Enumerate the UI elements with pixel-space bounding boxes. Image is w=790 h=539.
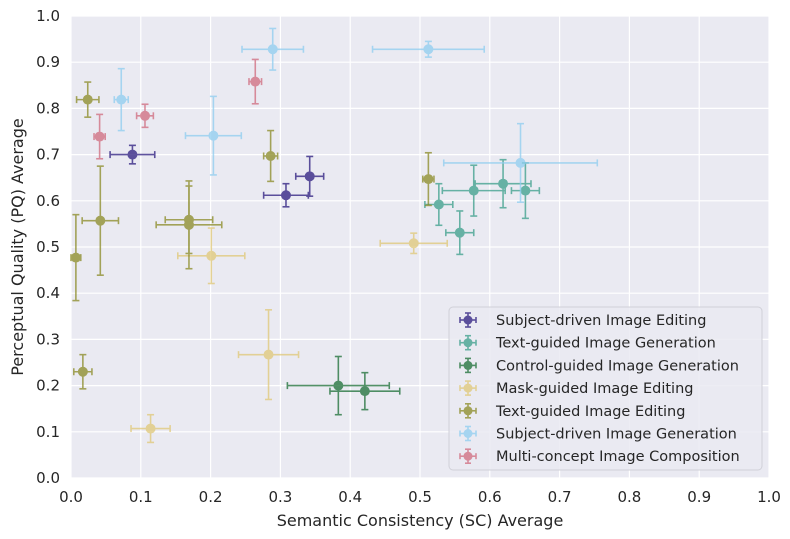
legend-dot: [463, 338, 473, 348]
y-axis-label: Perceptual Quality (PQ) Average: [8, 118, 27, 375]
x-tick-label: 0.8: [617, 488, 641, 506]
legend-label: Text-guided Image Generation: [495, 336, 716, 352]
data-point: [139, 110, 150, 121]
x-tick-label: 0.1: [129, 488, 153, 506]
legend-dot: [463, 406, 473, 416]
series-4: [70, 81, 435, 390]
data-point: [206, 250, 217, 261]
legend-marker: [459, 380, 477, 396]
legend-box: [448, 306, 763, 471]
legend-label: Control-guided Image Generation: [496, 358, 739, 374]
data-points: [70, 27, 599, 444]
y-tick-label: 0.9: [36, 53, 60, 71]
data-point: [95, 215, 106, 226]
data-point: [94, 131, 105, 142]
legend-dot: [463, 451, 473, 461]
y-tick-label: 0.8: [36, 99, 60, 117]
y-tick-label: 0.1: [36, 423, 60, 441]
data-point: [454, 227, 465, 238]
data-point: [127, 149, 138, 160]
series-6: [93, 58, 263, 160]
x-tick-label: 1.0: [757, 488, 781, 506]
legend-marker: [459, 357, 477, 374]
data-point: [267, 44, 278, 55]
data-point: [359, 386, 370, 397]
x-tick-label: 0.0: [59, 488, 83, 506]
legend-label: Mask-guided Image Editing: [496, 381, 693, 397]
legend-dot: [463, 429, 473, 438]
data-point: [82, 94, 93, 105]
data-point: [77, 366, 88, 377]
x-tick-label: 0.2: [199, 488, 223, 506]
legend-item: Text-guided Image Generation: [459, 334, 716, 352]
x-tick-label: 0.6: [478, 488, 502, 506]
y-tick-label: 1.0: [36, 7, 60, 25]
data-point: [423, 174, 434, 185]
legend-item: Subject-driven Image Generation: [459, 425, 737, 443]
legend-dot: [463, 360, 473, 370]
data-point: [208, 130, 219, 141]
data-point: [520, 185, 531, 196]
legend-item: Subject-driven Image Editing: [459, 312, 706, 329]
legend-marker: [459, 312, 477, 328]
legend-marker: [459, 425, 477, 442]
data-point: [498, 178, 509, 189]
x-tick-label: 0.9: [687, 488, 711, 506]
y-tick-labels: 0.0 0.1 0.2 0.3 0.4 0.5 0.6 0.7 0.8 0.9 1.0: [36, 7, 60, 487]
grid-lines: [70, 15, 770, 479]
data-point: [433, 199, 444, 210]
data-point: [408, 238, 419, 249]
legend-dot: [463, 383, 473, 393]
series-2: [286, 355, 401, 416]
data-point: [116, 94, 127, 105]
legend: Subject-driven Image Editing Text-guided …: [448, 306, 763, 471]
data-point: [515, 157, 526, 168]
legend-label: Multi-concept Image Composition: [496, 449, 740, 465]
series-1: [424, 158, 541, 256]
legend-item: Text-guided Image Editing: [459, 402, 685, 420]
legend-item: Multi-concept Image Composition: [459, 448, 740, 465]
legend-item: Control-guided Image Generation: [459, 357, 739, 374]
data-point: [70, 252, 81, 263]
data-point: [423, 44, 434, 55]
x-tick-label: 0.4: [338, 488, 362, 506]
legend-item: Mask-guided Image Editing: [459, 380, 693, 397]
legend-label: Subject-driven Image Generation: [496, 427, 737, 443]
x-axis-label: Semantic Consistency (SC) Average: [277, 511, 564, 530]
legend-marker: [459, 334, 477, 351]
data-point: [263, 349, 274, 360]
y-tick-label: 0.5: [36, 238, 60, 256]
y-tick-label: 0.7: [36, 146, 60, 164]
x-tick-labels: 0.0 0.1 0.2 0.3 0.4 0.5 0.6 0.7 0.8 0.9 1.0: [59, 488, 781, 506]
data-point: [265, 150, 276, 161]
legend-marker: [459, 448, 477, 465]
legend-label: Text-guided Image Editing: [495, 404, 685, 420]
data-point: [250, 76, 261, 87]
y-tick-label: 0.3: [36, 330, 60, 348]
data-point: [280, 190, 291, 201]
x-tick-label: 0.7: [548, 488, 572, 506]
y-tick-label: 0.6: [36, 192, 60, 210]
legend-dot: [463, 315, 473, 325]
data-point: [145, 423, 156, 434]
series-0: [109, 144, 325, 208]
legend-marker: [459, 402, 477, 419]
y-tick-label: 0.0: [36, 469, 60, 487]
y-tick-label: 0.2: [36, 377, 60, 395]
series-5: [113, 27, 599, 203]
x-tick-label: 0.5: [408, 488, 432, 506]
legend-label: Subject-driven Image Editing: [496, 313, 706, 329]
data-point: [304, 171, 315, 182]
x-tick-label: 0.3: [268, 488, 292, 506]
y-tick-label: 0.4: [36, 284, 60, 302]
data-point: [333, 380, 344, 391]
data-point: [183, 219, 194, 230]
data-point: [468, 185, 479, 196]
